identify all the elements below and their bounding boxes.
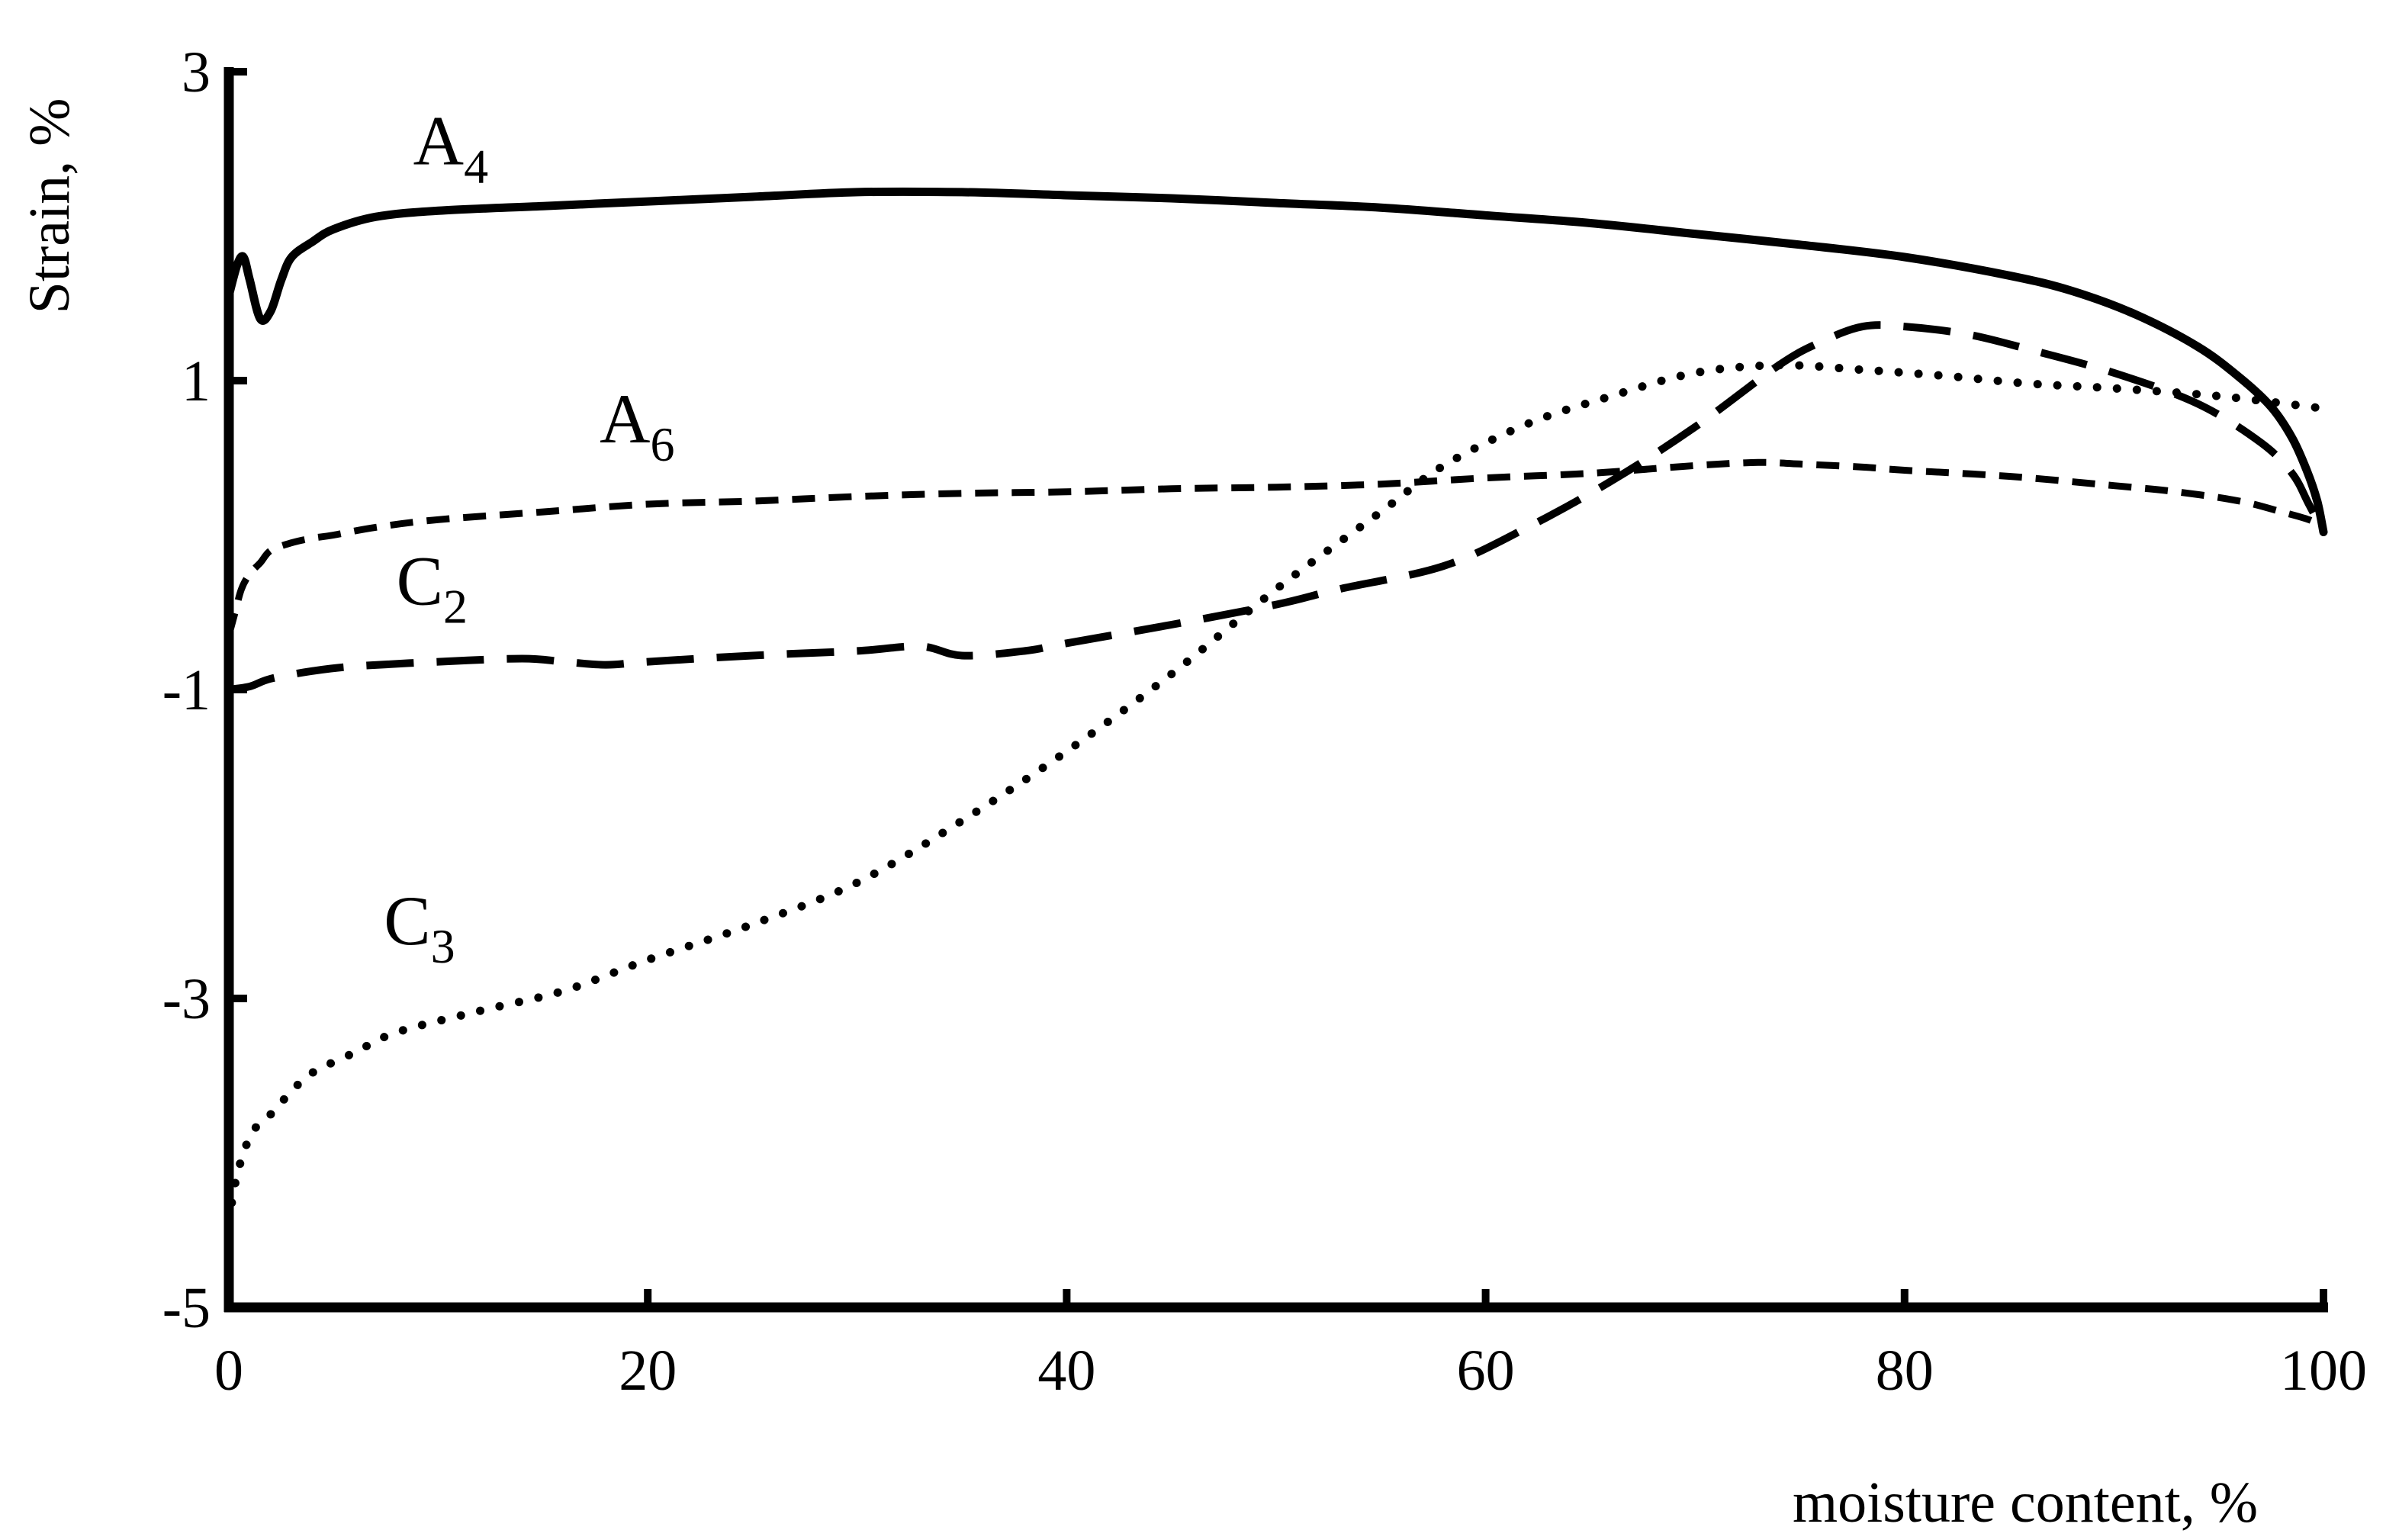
x-tick-label: 100 <box>2280 1339 2367 1403</box>
series-label-a6: A6 <box>600 380 674 471</box>
series-line-c2 <box>228 321 2327 693</box>
x-tick-label: 0 <box>214 1339 243 1403</box>
series-label-a4: A4 <box>413 102 488 194</box>
series-line-a6 <box>225 458 2326 637</box>
x-tick-label: 80 <box>1876 1339 1934 1403</box>
series-label-subscript: 2 <box>443 580 468 634</box>
y-ticks: -5 -3 -1 1 3 <box>162 40 247 1340</box>
series-label-letter: A <box>413 102 464 180</box>
x-tick-label: 40 <box>1037 1339 1095 1403</box>
y-tick-label: -1 <box>162 658 211 722</box>
y-tick-label: -3 <box>162 967 211 1031</box>
series-label-subscript: 4 <box>464 140 488 194</box>
x-ticks: 0 20 40 60 80 100 <box>214 1289 2367 1403</box>
series-label-letter: C <box>397 542 443 620</box>
series-line-c3 <box>224 361 2328 1227</box>
y-tick-label: 3 <box>182 40 211 104</box>
series-lines <box>224 187 2328 1227</box>
axes: -5 -3 -1 1 3 0 20 40 60 80 100 <box>162 40 2367 1403</box>
x-tick-label: 60 <box>1457 1339 1515 1403</box>
series-label-c2: C2 <box>397 542 468 634</box>
y-axis-title: Strain, % <box>18 98 82 314</box>
x-tick-label: 20 <box>619 1339 677 1403</box>
y-tick-label: 1 <box>182 349 211 413</box>
series-label-c3: C3 <box>384 882 455 973</box>
x-axis-title: moisture content, % <box>1793 1471 2258 1535</box>
series-line-a4 <box>224 187 2328 536</box>
y-tick-label: -5 <box>162 1276 211 1340</box>
series-label-subscript: 6 <box>650 417 674 471</box>
series-label-letter: A <box>600 380 650 458</box>
series-label-letter: C <box>384 882 430 960</box>
series-label-subscript: 3 <box>431 919 455 973</box>
